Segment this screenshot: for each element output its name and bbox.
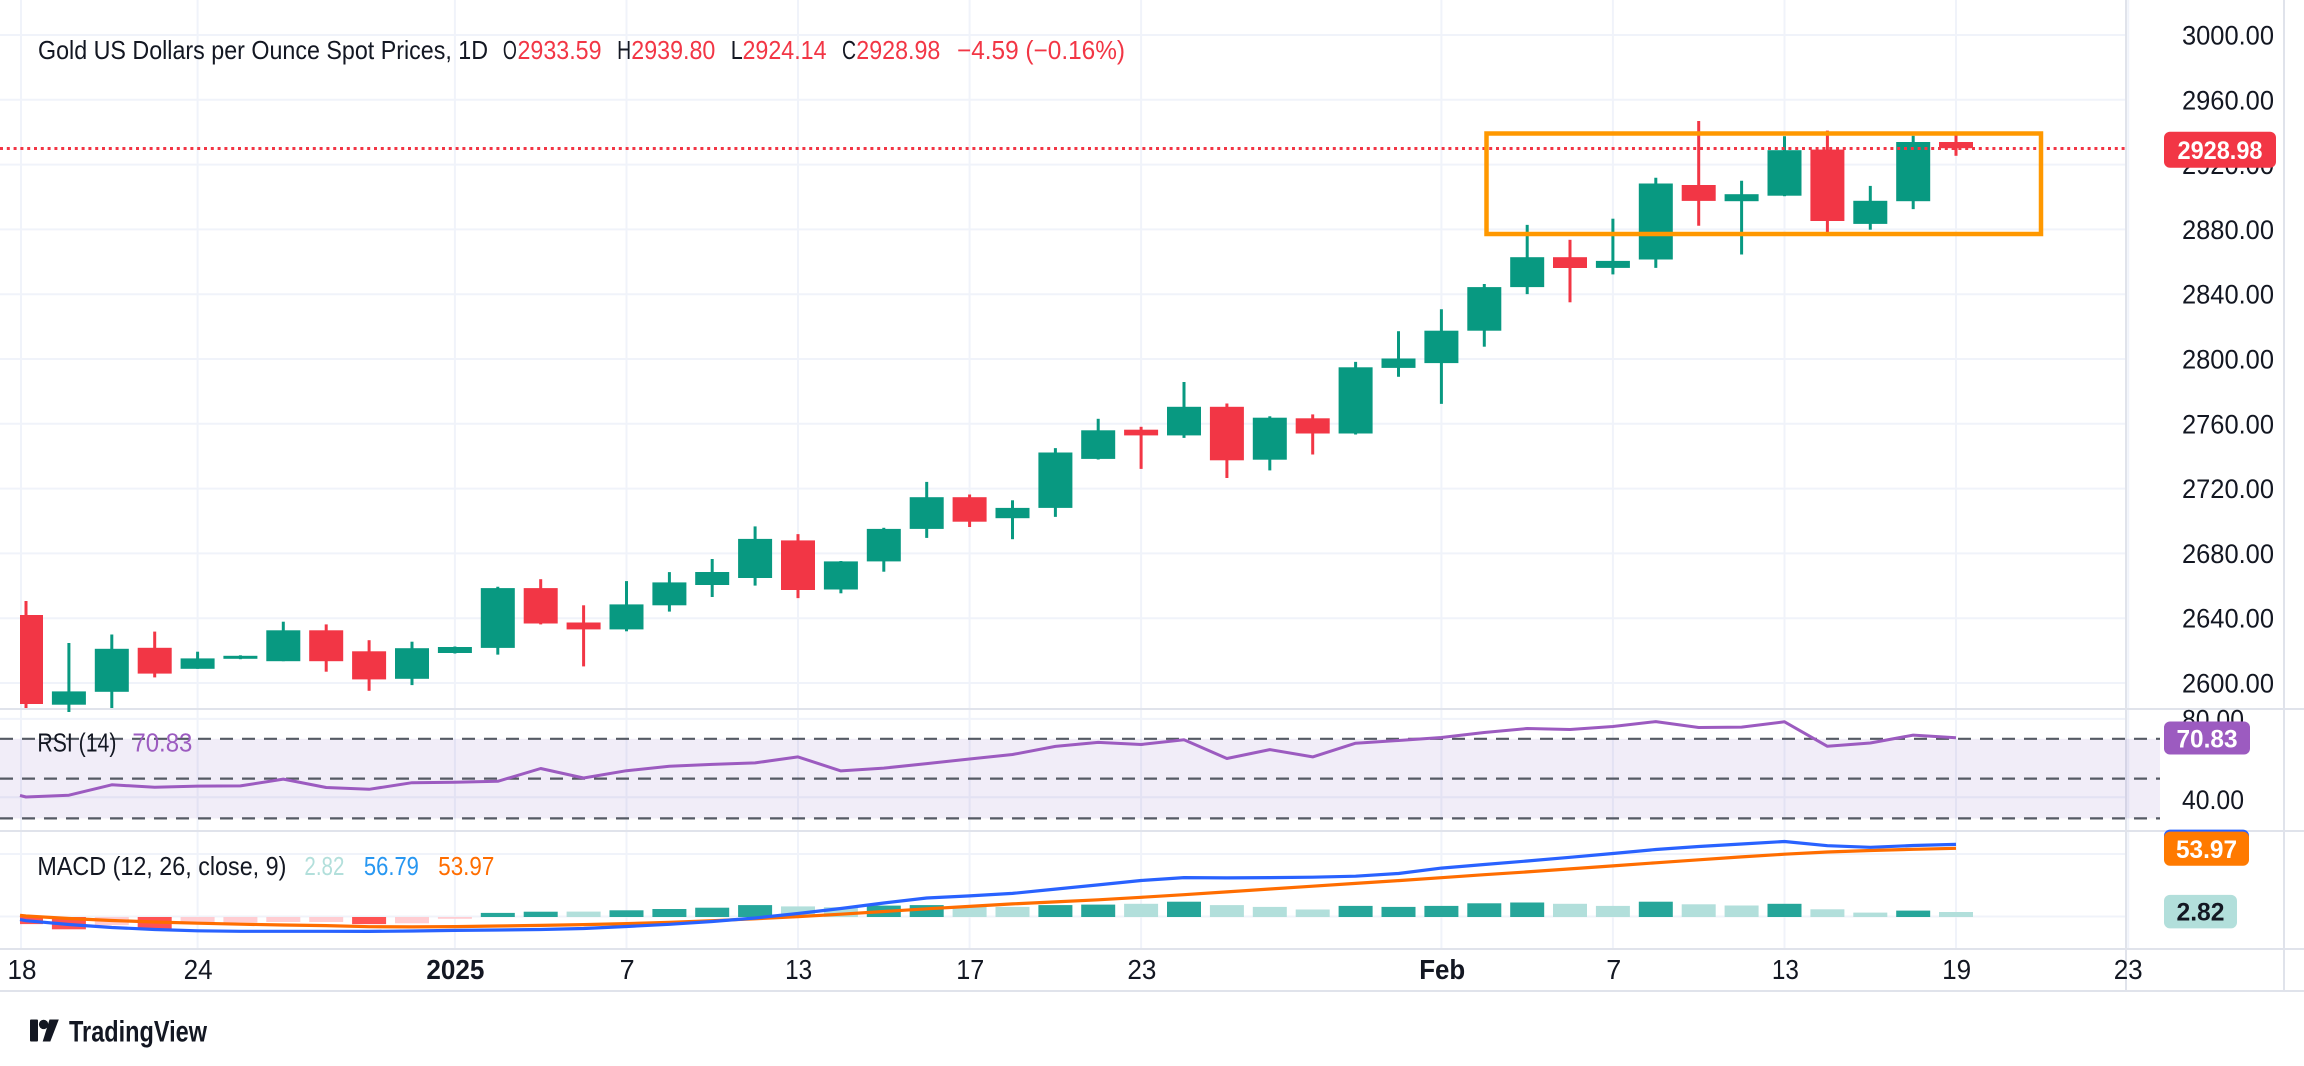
svg-text:3000.00: 3000.00	[2182, 21, 2274, 51]
svg-text:53.97: 53.97	[438, 851, 494, 881]
svg-text:2640.00: 2640.00	[2182, 604, 2274, 634]
svg-text:2928.98: 2928.98	[2178, 137, 2263, 165]
svg-text:2924.14: 2924.14	[743, 35, 827, 65]
svg-text:TradingView: TradingView	[69, 1016, 208, 1049]
svg-text:RSI (14): RSI (14)	[37, 728, 116, 758]
svg-text:17: 17	[956, 954, 984, 985]
svg-text:2960.00: 2960.00	[2182, 85, 2274, 115]
svg-text:23: 23	[2114, 954, 2143, 985]
svg-text:H: H	[617, 35, 631, 65]
svg-text:7: 7	[1606, 954, 1621, 985]
svg-text:Gold US Dollars per Ounce Spot: Gold US Dollars per Ounce Spot Prices, 1…	[38, 35, 488, 65]
svg-text:13: 13	[1772, 954, 1799, 985]
svg-text:2933.59: 2933.59	[518, 35, 602, 65]
svg-text:13: 13	[785, 954, 812, 985]
svg-text:2025: 2025	[426, 954, 484, 985]
svg-text:56.79: 56.79	[364, 851, 419, 881]
svg-text:2840.00: 2840.00	[2182, 280, 2274, 310]
svg-text:18: 18	[8, 954, 37, 985]
svg-text:2680.00: 2680.00	[2182, 539, 2274, 569]
svg-text:−4.59 (−0.16%): −4.59 (−0.16%)	[957, 35, 1125, 65]
svg-text:53.97: 53.97	[2176, 836, 2237, 864]
svg-text:70.83: 70.83	[2177, 726, 2238, 754]
svg-text:23: 23	[1127, 954, 1156, 985]
svg-text:2939.80: 2939.80	[631, 35, 715, 65]
svg-text:2928.98: 2928.98	[856, 35, 940, 65]
svg-text:40.00: 40.00	[2182, 785, 2244, 815]
svg-text:2880.00: 2880.00	[2182, 215, 2274, 245]
svg-text:7: 7	[620, 954, 635, 985]
svg-text:MACD (12, 26, close, 9): MACD (12, 26, close, 9)	[37, 851, 286, 881]
svg-text:19: 19	[1942, 954, 1971, 985]
svg-text:L: L	[731, 35, 743, 65]
svg-text:2.82: 2.82	[2177, 899, 2225, 927]
svg-text:24: 24	[184, 954, 213, 985]
svg-text:Feb: Feb	[1419, 954, 1465, 985]
svg-text:C: C	[842, 35, 856, 65]
svg-text:70.83: 70.83	[132, 728, 192, 758]
svg-text:2600.00: 2600.00	[2182, 669, 2274, 699]
svg-text:2720.00: 2720.00	[2182, 474, 2274, 504]
svg-text:2760.00: 2760.00	[2182, 409, 2274, 439]
svg-text:2.82: 2.82	[304, 851, 344, 881]
svg-text:O: O	[503, 35, 517, 65]
svg-text:2800.00: 2800.00	[2182, 345, 2274, 375]
